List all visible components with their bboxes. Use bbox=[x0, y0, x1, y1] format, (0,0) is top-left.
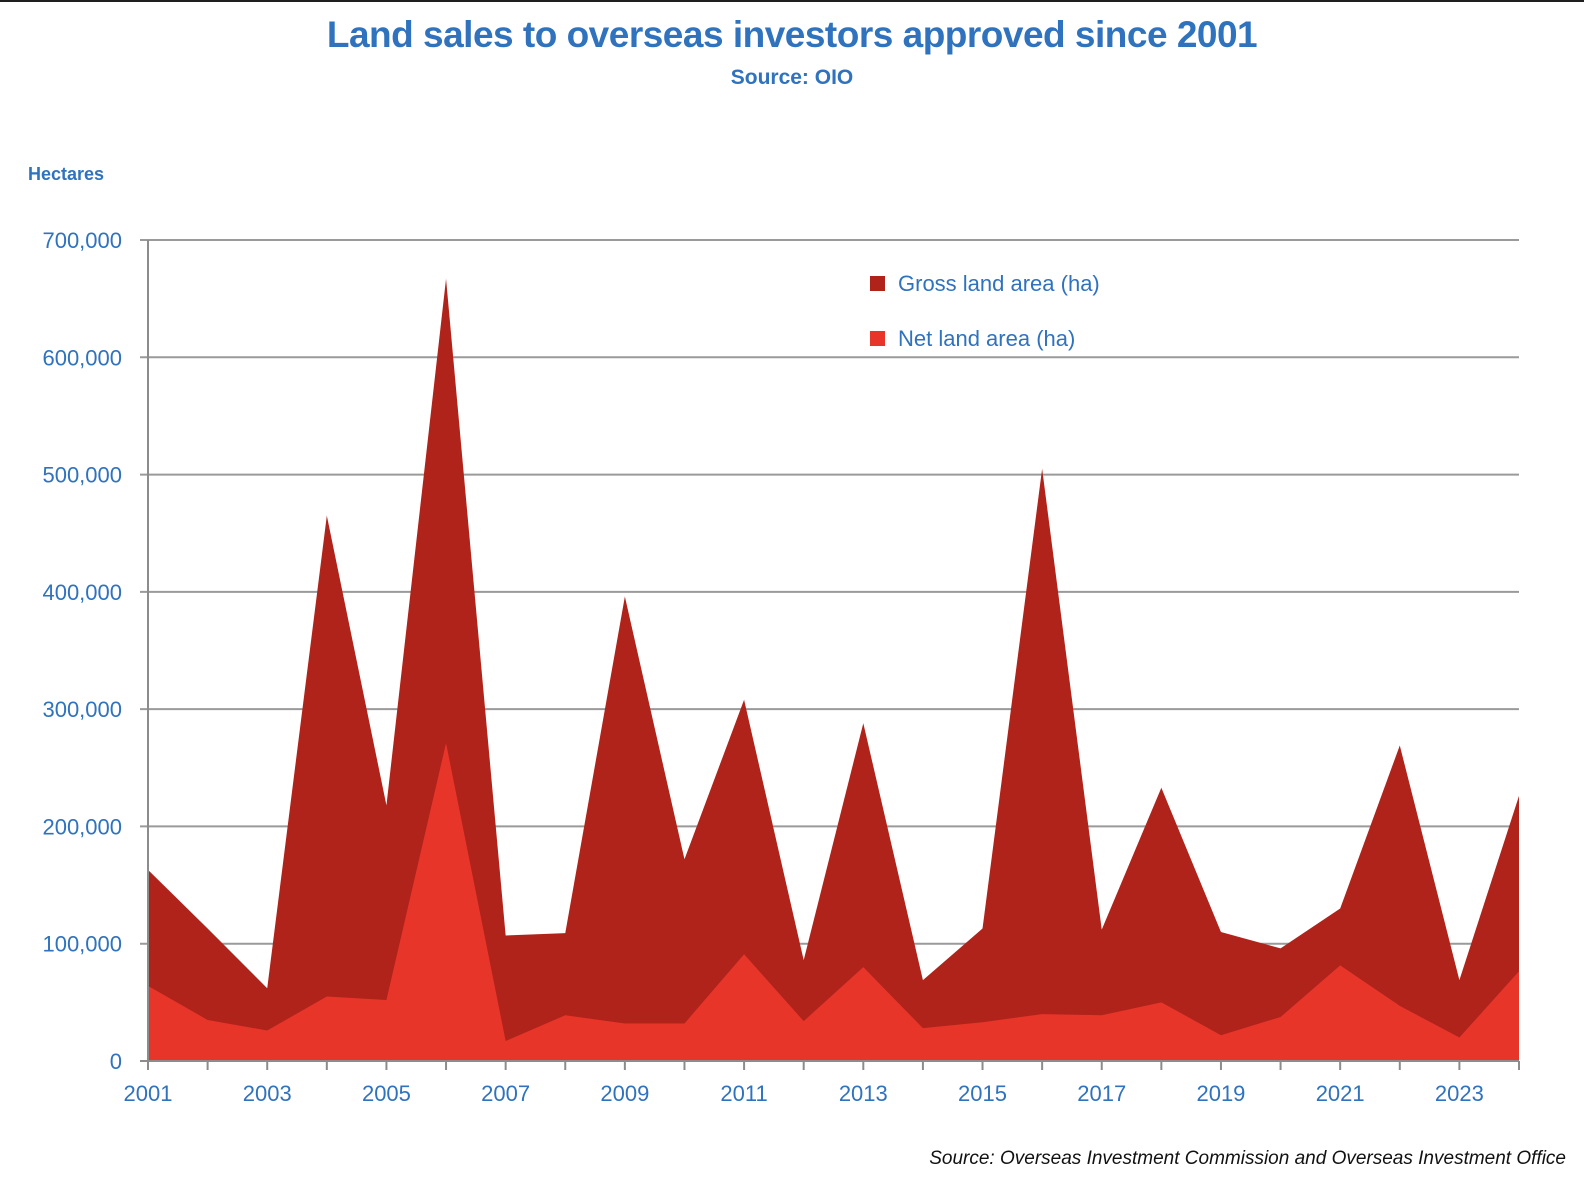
y-axis-label: Hectares bbox=[28, 164, 105, 184]
series-areas bbox=[147, 278, 1520, 1061]
x-tick-label: 2015 bbox=[958, 1081, 1007, 1106]
x-tick-label: 2003 bbox=[243, 1081, 292, 1106]
axes bbox=[140, 240, 1520, 1070]
x-tick-label: 2021 bbox=[1316, 1081, 1365, 1106]
y-tick-label: 0 bbox=[110, 1049, 122, 1074]
legend-item-net: Net land area (ha) bbox=[870, 311, 1100, 366]
tick-labels: 0 100,000 200,000 300,000 400,000 500,000 600,… bbox=[42, 228, 1483, 1106]
footer-source: Source: Overseas Investment Commission a… bbox=[929, 1148, 1566, 1169]
net-area bbox=[148, 743, 1519, 1061]
x-tick-label: 2005 bbox=[362, 1081, 411, 1106]
x-tick-label: 2013 bbox=[839, 1081, 888, 1106]
gross-area bbox=[148, 278, 1519, 1061]
legend-label-gross: Gross land area (ha) bbox=[898, 270, 1100, 296]
legend-item-gross: Gross land area (ha) bbox=[870, 256, 1100, 311]
top-border bbox=[0, 0, 1584, 2]
legend: Gross land area (ha) Net land area (ha) bbox=[870, 256, 1100, 366]
y-tick-label: 400,000 bbox=[42, 580, 122, 605]
y-tick-label: 100,000 bbox=[42, 932, 122, 957]
y-tick-label: 700,000 bbox=[42, 228, 122, 253]
x-tick-label: 2011 bbox=[720, 1081, 767, 1106]
x-tick-label: 2007 bbox=[481, 1081, 530, 1106]
legend-label-net: Net land area (ha) bbox=[898, 325, 1076, 351]
chart-title: Land sales to overseas investors approve… bbox=[326, 14, 1258, 55]
y-tick-label: 200,000 bbox=[42, 814, 122, 839]
legend-swatch-gross bbox=[870, 276, 885, 291]
x-tick-label: 2017 bbox=[1077, 1081, 1126, 1106]
y-tick-label: 500,000 bbox=[42, 463, 122, 488]
y-tick-label: 600,000 bbox=[42, 345, 122, 370]
chart-subtitle: Source: OIO bbox=[730, 66, 854, 89]
legend-swatch-net bbox=[870, 331, 885, 346]
y-tick-label: 300,000 bbox=[42, 697, 122, 722]
x-tick-label: 2001 bbox=[124, 1081, 173, 1106]
x-tick-label: 2009 bbox=[600, 1081, 649, 1106]
x-tick-label: 2023 bbox=[1435, 1081, 1484, 1106]
x-tick-label: 2019 bbox=[1196, 1081, 1245, 1106]
gridlines bbox=[140, 239, 1519, 945]
